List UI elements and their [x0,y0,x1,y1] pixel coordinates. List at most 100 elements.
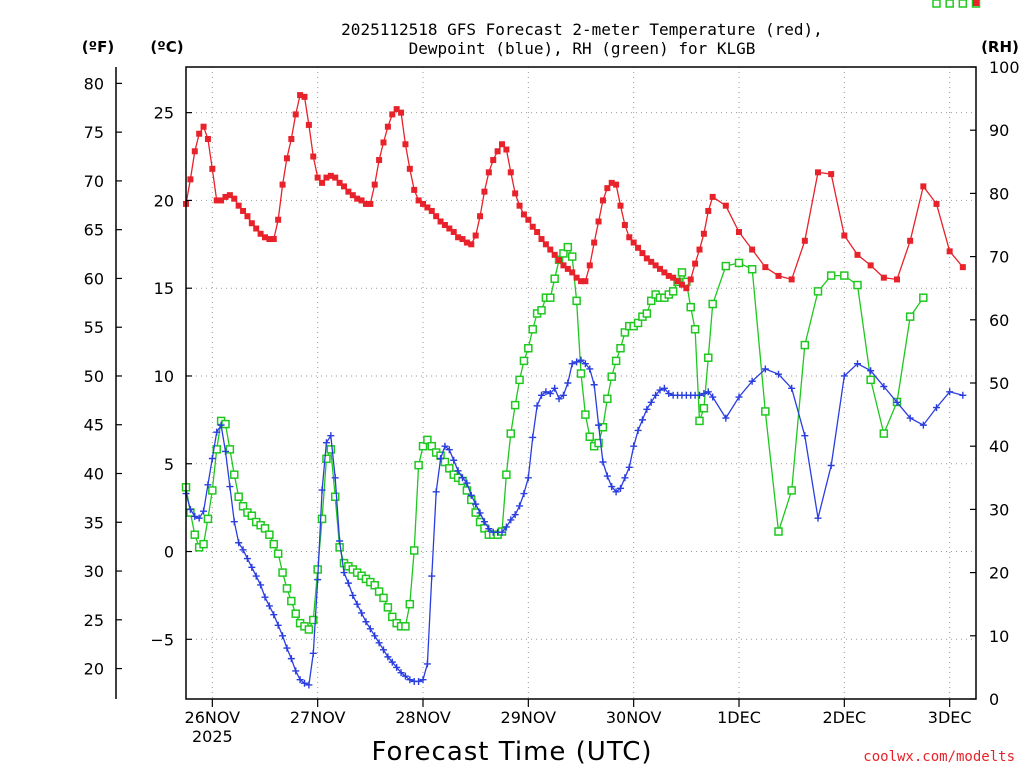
temperature-point [433,213,440,220]
rh-tick-label: 0 [989,690,999,709]
rh-point [668,287,678,296]
temperature-point [270,236,277,243]
dewpoint-point [476,509,484,517]
dewpoint-point [559,391,567,399]
rh-point [291,609,300,618]
temperature-point [327,172,334,179]
series-rh [181,0,981,634]
rh-point [199,539,208,549]
fahrenheit-tick-label: 65 [84,221,104,240]
temperature-point [463,239,470,246]
dewpoint-point [814,514,822,522]
dewpoint-point [239,546,247,554]
temperature-point [867,262,874,269]
rh-point [221,419,230,429]
fahrenheit-tick-label: 30 [84,562,104,581]
celsius-tick-label: 25 [154,104,174,123]
dewpoint-point [704,388,712,396]
temperature-point [428,207,435,214]
dewpoint-point [660,384,668,392]
dewpoint-point [235,539,243,547]
temperature-point [613,181,620,188]
dewpoint-point [621,474,629,482]
temperature-point [696,246,703,253]
rh-point [427,441,437,451]
rh-point [423,435,432,445]
temperature-point [573,274,580,281]
fahrenheit-tick-label: 80 [84,74,104,93]
temperature-point [507,169,514,176]
temperature-point [920,183,927,190]
temperature-point [709,193,716,200]
rh-tick-label: 100 [989,58,1020,77]
rh-point [616,343,625,353]
dewpoint-point [564,379,572,387]
rh-point [677,268,687,277]
temperature-point [582,278,589,285]
rh-point [774,527,783,536]
dewpoint-point [630,442,638,450]
rh-point [506,429,516,438]
rh-tick-label: 20 [989,564,1009,583]
rh-tick-label: 80 [989,184,1009,203]
temperature-point [196,130,203,137]
dewpoint-point [279,632,287,640]
temperature-point [253,225,260,232]
temperature-point [705,207,712,214]
temperature-point [525,216,532,223]
dewpoint-point [748,377,756,385]
dewpoint-point [581,360,589,368]
dewpoint-point [380,646,387,654]
dewpoint-point [344,579,352,587]
rh-point [646,296,656,306]
temperature-point [670,274,677,281]
dewpoint-point [608,483,616,491]
temperature-point [345,188,352,195]
temperature-point [661,269,668,276]
dewpoint-point [366,625,374,633]
dewpoint-point [340,569,348,577]
dewpoint-point [520,490,528,498]
rh-point [800,340,810,350]
temperature-point [323,174,330,181]
rh-point [317,514,327,524]
fahrenheit-unit-label: (ºF) [82,38,114,56]
series-temperature [183,0,979,292]
temperature-point [639,250,646,257]
temperature-point [736,229,742,236]
temperature-point [358,197,365,204]
fahrenheit-tick-label: 75 [84,123,104,142]
dewpoint-point [893,398,901,406]
rh-point [826,271,836,280]
temperature-point [384,123,391,130]
rh-point [607,372,616,381]
dewpoint-point [283,644,291,652]
dewpoint-point [480,518,488,526]
temperature-point [551,251,558,258]
dewpoint-point [243,555,251,563]
dewpoint-point [200,507,208,515]
time-tick-label: 26NOV [185,708,241,727]
temperature-point [371,181,378,188]
dewpoint-point [454,467,462,475]
temperature-point [477,213,484,220]
rh-point [919,293,928,302]
rh-point [787,486,796,495]
temperature-point [630,239,637,246]
fahrenheit-tick-label: 20 [84,660,104,679]
rh-tick-label: 40 [989,437,1009,456]
temperature-point [547,246,554,253]
dewpoint-point [230,518,238,526]
celsius-tick-label: −5 [150,630,174,649]
temperature-point [235,202,242,209]
temperature-point [332,174,339,181]
dewpoint-point [222,447,229,455]
temperature-point [349,192,356,199]
dewpoint-point [191,512,199,520]
temperature-point [257,230,264,237]
rh-point [567,252,577,261]
temperature-point [801,237,808,244]
dewpoint-point [546,390,554,398]
temperature-point [490,157,497,164]
